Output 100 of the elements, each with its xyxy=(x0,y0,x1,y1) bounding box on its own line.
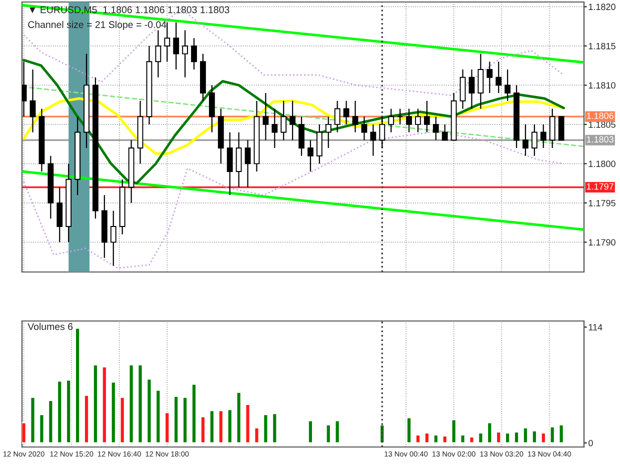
candlestick xyxy=(352,100,358,133)
bar xyxy=(496,431,502,444)
candlestick xyxy=(244,140,251,188)
y-tick-label: 1.1815 xyxy=(588,42,616,50)
candlestick xyxy=(280,100,287,141)
bar xyxy=(173,396,180,444)
bar xyxy=(308,420,314,444)
line-series xyxy=(22,58,565,185)
candlestick xyxy=(343,100,350,125)
line-series xyxy=(23,8,564,96)
bar xyxy=(191,383,197,444)
bar xyxy=(92,364,98,444)
ref-line-label: 1.1803 xyxy=(586,136,614,143)
candlestick xyxy=(522,124,528,156)
candlestick xyxy=(478,53,484,110)
candlestick xyxy=(334,100,340,133)
candlestick xyxy=(406,108,412,133)
candlestick xyxy=(226,132,233,196)
candlestick xyxy=(236,132,242,188)
bar xyxy=(254,427,260,444)
bar xyxy=(531,430,538,444)
bar xyxy=(450,418,457,444)
bar xyxy=(119,396,126,444)
y-tick-label: 1.1795 xyxy=(588,200,616,206)
chart-title: Volumes 6 xyxy=(28,322,73,330)
bar xyxy=(442,435,448,444)
bar xyxy=(48,400,54,444)
bar xyxy=(226,408,233,444)
bar xyxy=(66,379,72,444)
candlestick xyxy=(415,108,421,133)
y-tick-label: 1.1805 xyxy=(588,121,616,128)
candlestick xyxy=(208,84,215,133)
bar xyxy=(244,404,251,444)
candlestick xyxy=(370,124,376,156)
candlestick xyxy=(173,22,180,70)
bar xyxy=(38,414,45,444)
candlestick xyxy=(442,124,448,141)
candlestick xyxy=(460,68,466,110)
bar xyxy=(200,416,206,444)
bar xyxy=(325,424,332,444)
bar xyxy=(514,431,520,444)
bar xyxy=(182,396,188,444)
candlestick xyxy=(182,30,188,78)
bar xyxy=(146,378,152,444)
bar xyxy=(208,410,215,444)
bar xyxy=(164,412,170,444)
candlestick xyxy=(432,116,439,141)
y-tick-label: 1.1820 xyxy=(588,4,616,10)
candlestick xyxy=(388,108,394,133)
candlestick xyxy=(468,68,475,110)
bar xyxy=(56,380,63,444)
bar xyxy=(504,432,510,444)
candlestick xyxy=(504,68,510,102)
bar xyxy=(137,364,144,444)
bar xyxy=(236,391,242,444)
candlestick xyxy=(531,124,538,156)
bar xyxy=(272,412,278,444)
bar xyxy=(424,432,430,444)
candlestick xyxy=(424,100,430,133)
bar xyxy=(84,394,90,444)
candlestick xyxy=(155,30,162,78)
bar xyxy=(432,434,439,444)
bar xyxy=(22,422,27,444)
bar xyxy=(334,420,340,444)
bar xyxy=(558,424,564,444)
bar xyxy=(406,416,412,444)
candlestick xyxy=(486,61,493,94)
candlestick xyxy=(316,124,322,164)
y-tick-label: 1.1790 xyxy=(588,239,616,246)
y-tick-label: 1.1810 xyxy=(588,82,616,89)
bar xyxy=(486,422,493,444)
bar xyxy=(468,436,475,444)
candlestick xyxy=(262,92,269,141)
candlestick xyxy=(496,61,502,94)
chart-title: ▼ EURUSD,M5 1.1806 1.1806 1.1803 1.1803 xyxy=(30,6,230,14)
bar xyxy=(110,381,116,444)
ref-line-label: 1.1806 xyxy=(586,112,614,120)
bar xyxy=(128,364,134,444)
bar xyxy=(460,434,466,444)
candlestick xyxy=(397,108,403,125)
candlestick xyxy=(290,100,296,141)
candlestick xyxy=(558,116,564,141)
bar xyxy=(74,327,80,444)
candlestick xyxy=(56,186,63,243)
candlestick xyxy=(272,108,278,149)
candlestick xyxy=(22,61,27,118)
y-tick-label: 114 xyxy=(588,324,602,330)
candlestick xyxy=(191,38,197,70)
bar xyxy=(30,396,36,444)
bar xyxy=(522,427,528,444)
bar xyxy=(478,432,484,444)
candlestick xyxy=(549,108,556,149)
candlestick xyxy=(361,116,368,141)
candlestick xyxy=(30,68,36,133)
candlestick xyxy=(540,124,546,149)
candlestick xyxy=(325,116,332,149)
bar xyxy=(262,414,269,444)
y-tick-label: 0 xyxy=(588,440,593,446)
candlestick xyxy=(308,140,314,172)
candlestick xyxy=(298,116,304,156)
